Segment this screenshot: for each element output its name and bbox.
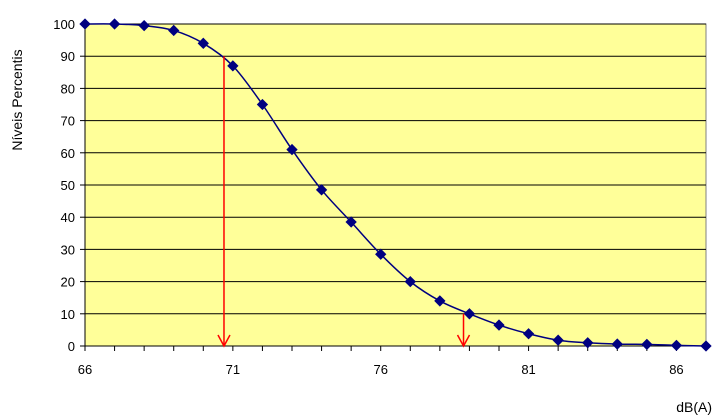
data-point [463,308,476,320]
y-tick-label: 100 [53,17,75,32]
data-point [315,184,328,196]
y-tick-label: 20 [61,275,75,290]
y-tick-label: 60 [61,146,75,161]
y-tick-label: 70 [61,114,75,129]
x-tick-labels: 66 71 76 81 86 [78,362,684,377]
x-tick-label: 81 [521,362,535,377]
y-tick-label: 10 [61,307,75,322]
annotation-arrowhead [456,334,471,348]
data-point [286,143,298,156]
y-tick-labels: 0 10 20 30 40 50 60 70 80 90 100 [53,17,75,354]
series-group [84,23,707,347]
data-point [700,340,712,352]
data-point [345,216,357,228]
x-tick-label: 71 [226,362,240,377]
x-tick-label: 76 [373,362,387,377]
data-point [197,37,209,49]
y-tick-label: 50 [61,178,75,193]
gridlines [85,23,706,315]
y-tick-label: 40 [61,210,75,225]
y-axis-label: Níveis Percentis [9,49,25,150]
series-markers [79,18,712,352]
y-tick-label: 30 [61,242,75,257]
data-point [434,295,446,307]
data-point [670,339,683,352]
y-tick-label: 80 [61,81,75,96]
annotation-arrows [217,56,471,348]
data-point [641,338,653,351]
data-point [522,328,535,340]
data-point [404,275,416,288]
data-point [493,319,505,331]
y-tick-label: 90 [61,49,75,64]
data-point [375,248,387,260]
annotation-arrowhead [217,334,231,348]
y-tick-label: 0 [68,339,75,354]
x-axis-label: dB(A) [676,399,712,415]
x-tick-label: 86 [669,362,683,377]
data-point [582,337,594,349]
data-point [552,334,564,346]
data-point [611,338,623,350]
series-line [84,23,707,347]
x-tick-label: 66 [78,362,92,377]
